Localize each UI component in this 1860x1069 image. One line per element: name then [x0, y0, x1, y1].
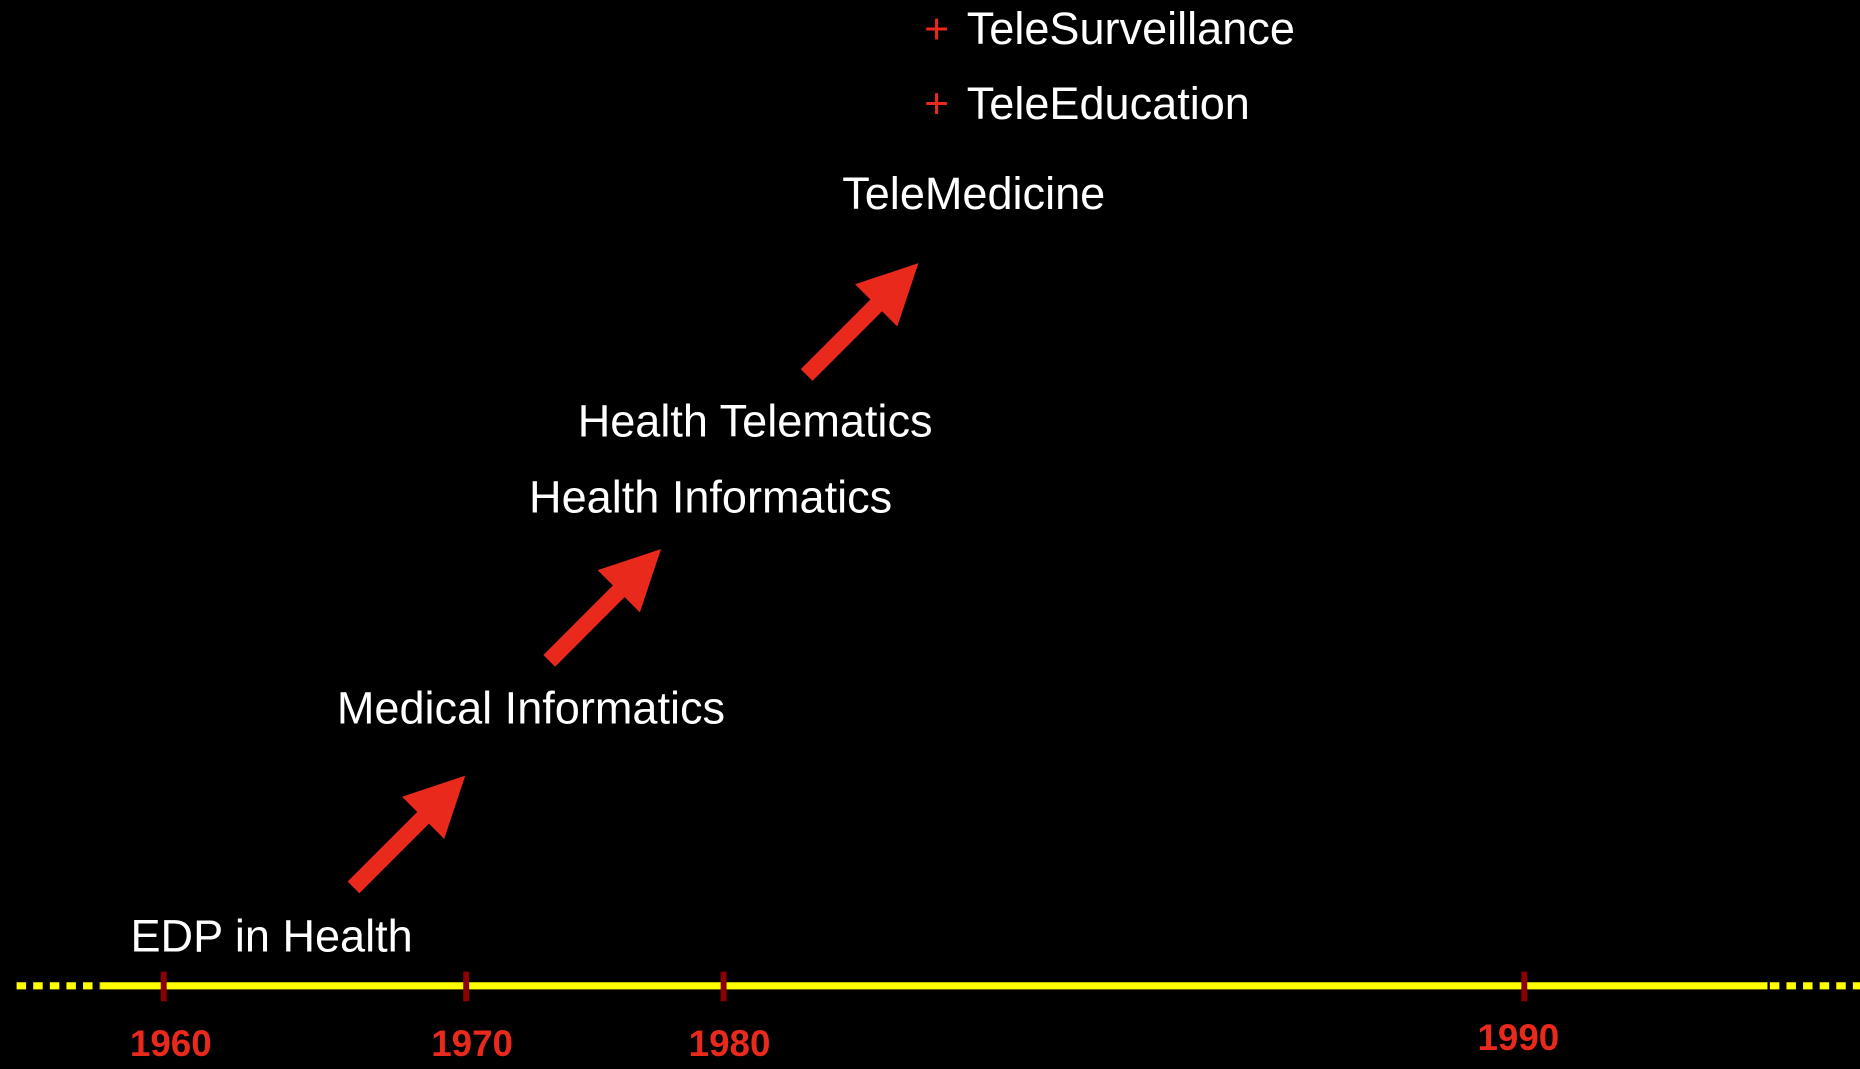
- tick-label: 1980: [689, 1023, 771, 1064]
- stage-label: Medical Informatics: [337, 683, 725, 734]
- stage-label: EDP in Health: [130, 911, 412, 962]
- tick-label: 1970: [431, 1023, 513, 1064]
- arrow: [543, 549, 662, 667]
- bullet: +: [924, 80, 949, 128]
- bullet: +: [924, 5, 949, 53]
- extra-label: TeleEducation: [967, 78, 1250, 129]
- stage-label: TeleMedicine: [842, 168, 1105, 219]
- stage-label: Health Informatics: [529, 472, 892, 523]
- extra-label: TeleSurveillance: [967, 3, 1295, 54]
- arrow: [800, 263, 919, 381]
- tick-label: 1960: [130, 1023, 212, 1064]
- arrow: [347, 775, 466, 894]
- tick-label: 1990: [1477, 1017, 1559, 1058]
- stage-label: Health Telematics: [578, 396, 933, 447]
